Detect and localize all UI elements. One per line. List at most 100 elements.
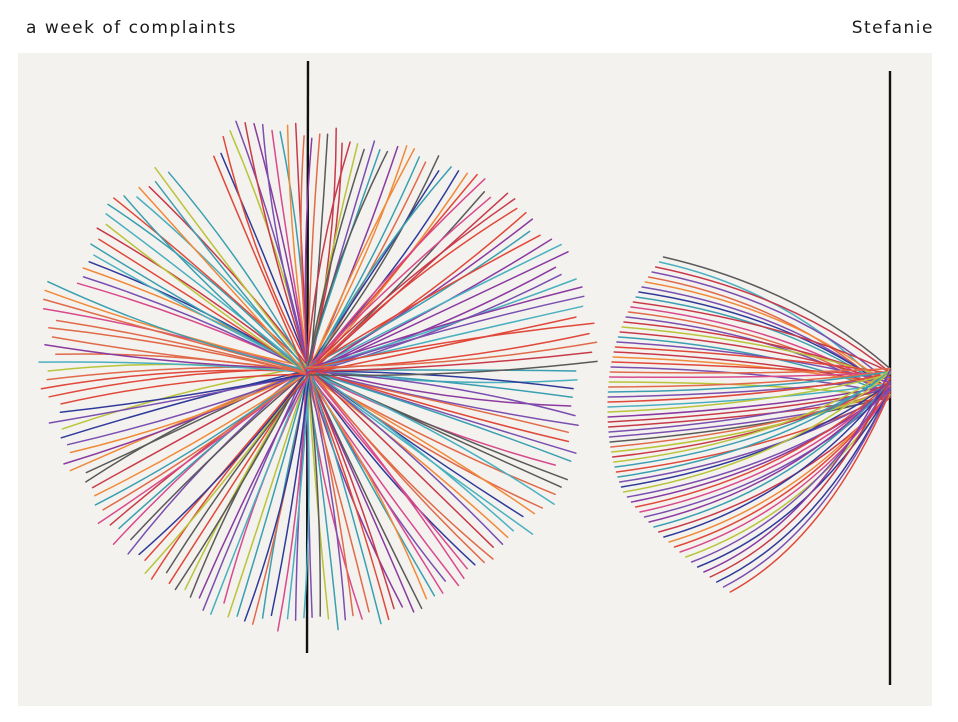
fan-line — [308, 372, 423, 610]
fan-line — [307, 145, 408, 369]
fan-line — [198, 371, 311, 599]
fan-line — [307, 373, 428, 600]
fan-line — [61, 366, 308, 430]
fan-line — [690, 380, 891, 563]
fan-line — [634, 381, 891, 508]
fan-line — [307, 207, 518, 376]
fan-line — [277, 367, 308, 632]
fan-line — [253, 122, 310, 376]
fan-line — [610, 388, 891, 448]
fan-line — [44, 344, 311, 370]
fan-line — [663, 381, 891, 538]
fan-line — [82, 276, 308, 372]
fan-line — [60, 369, 308, 439]
fan-line — [105, 223, 310, 375]
fan-line — [243, 368, 309, 622]
fan-line — [244, 122, 310, 369]
fan-line — [648, 381, 891, 523]
fan-line — [307, 369, 395, 610]
fan-line — [105, 213, 310, 374]
fan-line — [307, 230, 531, 368]
fan-line — [43, 298, 310, 374]
fan-line — [607, 396, 891, 428]
fan-line — [308, 360, 598, 377]
fan-line — [722, 388, 891, 588]
fan-line — [305, 141, 351, 371]
fan-line — [305, 196, 492, 370]
fan-line — [118, 367, 309, 530]
fan-line — [308, 371, 465, 580]
fan-line — [308, 148, 416, 371]
fan-line — [261, 123, 310, 368]
fan-line — [309, 367, 572, 407]
fan-line — [651, 271, 891, 385]
fan-line — [307, 251, 569, 375]
fan-line — [138, 186, 308, 374]
fan-line — [607, 373, 891, 413]
fan-line — [307, 155, 440, 370]
fan-line — [308, 367, 485, 564]
fan-line — [309, 369, 579, 427]
fan-line — [703, 369, 891, 573]
fan-line — [307, 370, 573, 399]
fan-line — [236, 372, 309, 617]
fan-line — [654, 266, 891, 374]
fan-line — [308, 278, 577, 370]
line-drawing — [38, 60, 892, 685]
page-title: a week of complaints — [26, 18, 237, 38]
fan-line — [308, 198, 516, 370]
fan-line — [613, 369, 891, 463]
fan-line — [60, 373, 310, 405]
fan-right — [607, 256, 891, 593]
fan-line — [94, 372, 308, 497]
fan-line — [608, 371, 891, 379]
fan-line — [729, 391, 891, 593]
fan-line — [55, 319, 311, 376]
fan-line — [42, 307, 310, 373]
fan-line — [307, 166, 452, 375]
fan-line — [305, 295, 585, 373]
fan-line — [154, 180, 308, 372]
fan-line — [130, 370, 309, 541]
fan-line — [673, 390, 891, 548]
fan-line — [607, 370, 891, 393]
fan-line — [309, 286, 583, 369]
fan-line — [709, 377, 891, 578]
fan-line — [307, 322, 595, 369]
fan-line — [59, 372, 309, 414]
fan-line — [306, 369, 572, 462]
fan-line — [202, 366, 308, 611]
fan-line — [165, 373, 310, 574]
fan-line — [638, 291, 891, 391]
fan-line — [653, 381, 891, 528]
fan-line — [227, 369, 310, 618]
fan-left — [38, 120, 598, 632]
fan-line — [47, 280, 309, 372]
fan-line — [644, 281, 891, 388]
fan-line — [306, 148, 365, 373]
fan-line — [307, 133, 321, 370]
fan-line — [306, 368, 562, 488]
fan-line — [307, 192, 509, 376]
fan-line — [306, 369, 347, 621]
fan-line — [91, 369, 308, 489]
fan-line — [305, 366, 504, 545]
fan-line — [716, 389, 891, 583]
fan-line — [270, 368, 311, 617]
fan-line — [66, 370, 310, 446]
fan-line — [48, 373, 308, 424]
fan-line — [286, 369, 311, 620]
fan-line — [306, 341, 598, 368]
fan-line — [305, 173, 478, 376]
fan-line — [622, 371, 891, 493]
fan-line — [308, 367, 494, 548]
fan-line — [286, 124, 310, 369]
fan-line — [102, 369, 310, 511]
fan-line — [304, 137, 313, 375]
fan-line — [308, 273, 562, 374]
fan-line — [308, 351, 593, 373]
fan-line — [609, 367, 891, 374]
fan-line — [307, 373, 322, 617]
drawing-paper — [18, 53, 932, 706]
fan-line — [307, 367, 382, 625]
